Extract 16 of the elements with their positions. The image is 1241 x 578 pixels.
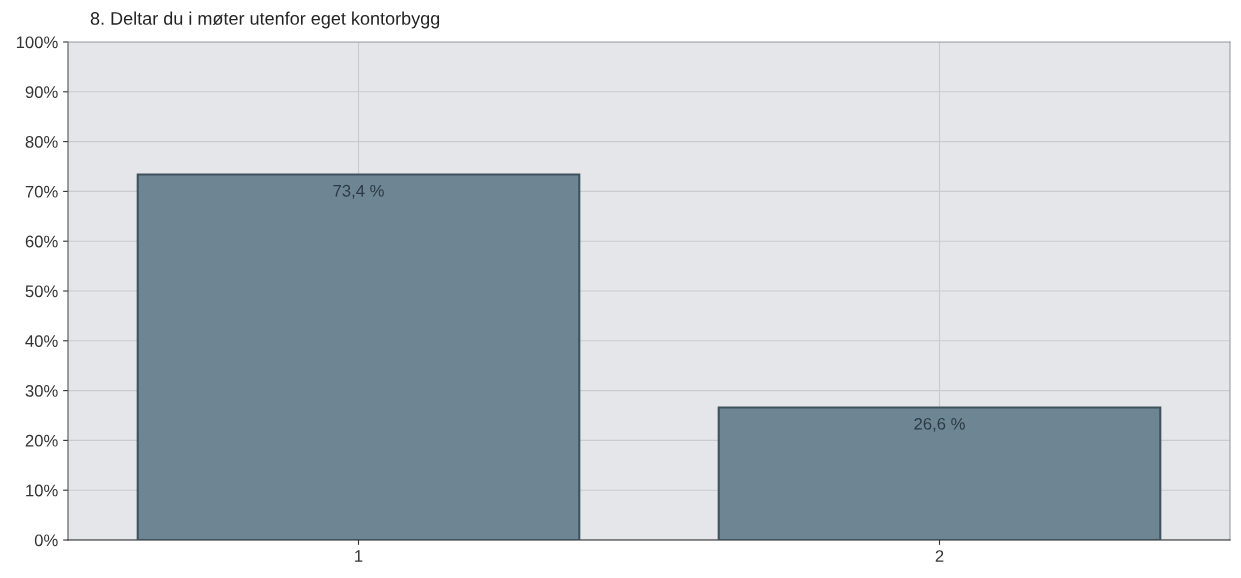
y-tick-label: 90% xyxy=(25,86,58,98)
x-tick-label: 2 xyxy=(935,550,944,562)
chart-title: 8. Deltar du i møter utenfor eget kontorbygg xyxy=(90,11,440,29)
y-tick-label: 80% xyxy=(25,136,58,148)
x-tick-label: 1 xyxy=(355,550,363,562)
y-tick-label: 70% xyxy=(25,185,58,198)
y-tick-label: 100% xyxy=(16,36,58,49)
y-tick-label: 10% xyxy=(26,484,58,497)
y-tick-label: 0% xyxy=(34,534,58,547)
y-tick-label: 30% xyxy=(25,385,58,397)
y-tick-label: 50% xyxy=(25,285,58,298)
data-label: 73,4 % xyxy=(333,184,384,199)
y-tick-label: 60% xyxy=(25,235,58,248)
y-tick-label: 40% xyxy=(25,335,58,347)
y-tick-label: 20% xyxy=(25,434,58,447)
data-label: 26,6 % xyxy=(914,417,965,432)
